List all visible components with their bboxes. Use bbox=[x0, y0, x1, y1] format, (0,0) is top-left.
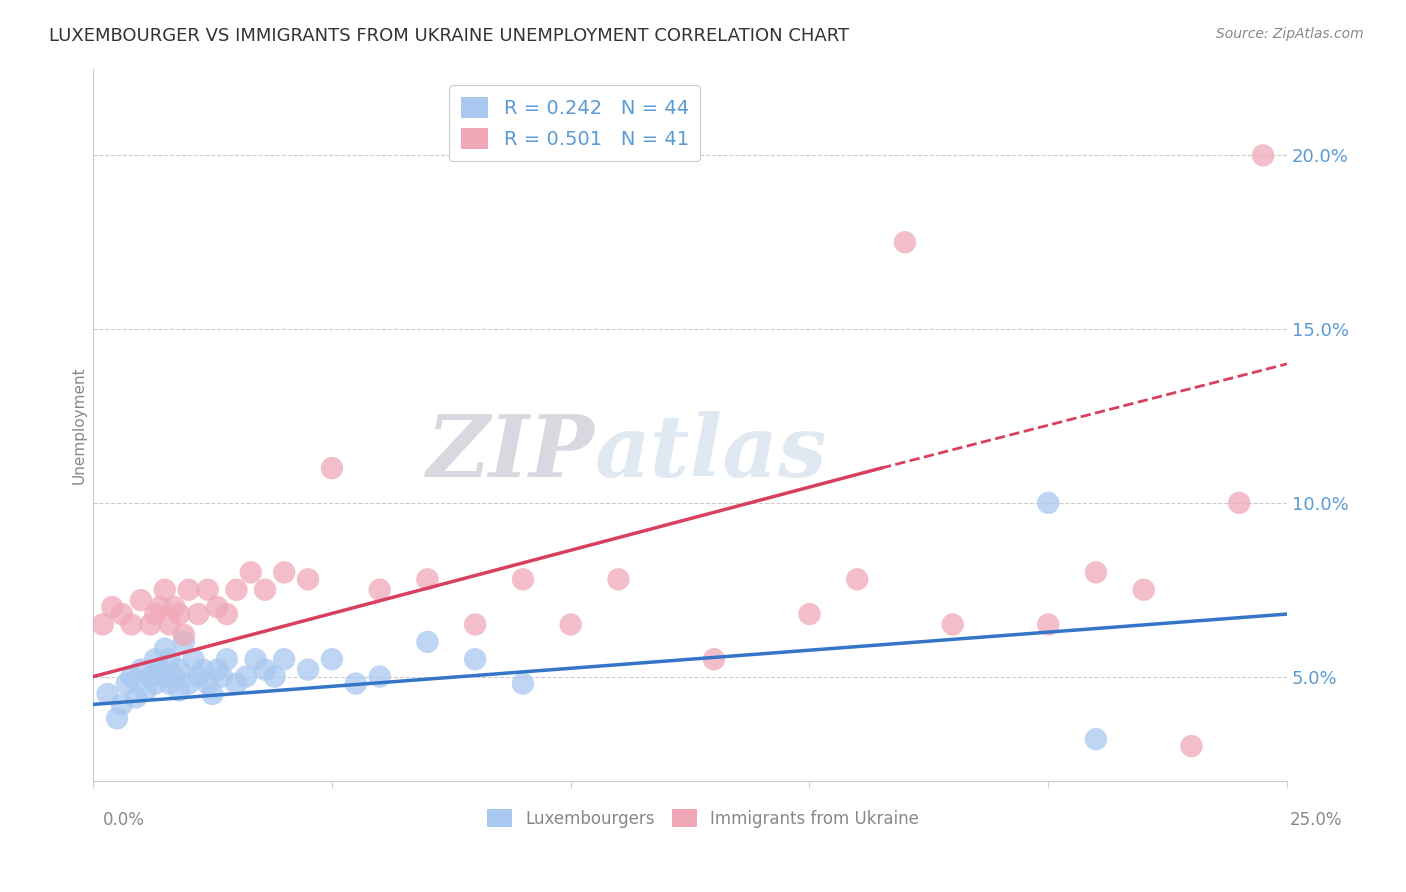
Point bbox=[167, 683, 190, 698]
Point bbox=[512, 676, 534, 690]
Point bbox=[167, 663, 190, 677]
Point bbox=[159, 676, 181, 690]
Point bbox=[143, 607, 166, 621]
Point bbox=[149, 600, 172, 615]
Point bbox=[239, 566, 262, 580]
Point bbox=[894, 235, 917, 250]
Text: 25.0%: 25.0% bbox=[1291, 811, 1343, 829]
Point bbox=[1251, 148, 1274, 162]
Point bbox=[115, 676, 138, 690]
Point bbox=[191, 663, 214, 677]
Point bbox=[607, 572, 630, 586]
Legend: Luxembourgers, Immigrants from Ukraine: Luxembourgers, Immigrants from Ukraine bbox=[481, 803, 925, 835]
Legend: R = 0.242   N = 44, R = 0.501   N = 41: R = 0.242 N = 44, R = 0.501 N = 41 bbox=[449, 86, 700, 161]
Point bbox=[1132, 582, 1154, 597]
Point bbox=[163, 600, 186, 615]
Text: LUXEMBOURGER VS IMMIGRANTS FROM UKRAINE UNEMPLOYMENT CORRELATION CHART: LUXEMBOURGER VS IMMIGRANTS FROM UKRAINE … bbox=[49, 27, 849, 45]
Point bbox=[211, 670, 233, 684]
Point bbox=[1084, 732, 1107, 747]
Point bbox=[297, 572, 319, 586]
Point bbox=[416, 572, 439, 586]
Point bbox=[96, 687, 118, 701]
Point bbox=[159, 617, 181, 632]
Point bbox=[273, 566, 295, 580]
Point bbox=[1084, 566, 1107, 580]
Y-axis label: Unemployment: Unemployment bbox=[72, 366, 86, 483]
Point bbox=[799, 607, 821, 621]
Point bbox=[321, 652, 343, 666]
Point bbox=[111, 698, 134, 712]
Point bbox=[1038, 617, 1060, 632]
Point bbox=[416, 635, 439, 649]
Point bbox=[129, 663, 152, 677]
Text: 0.0%: 0.0% bbox=[103, 811, 145, 829]
Point bbox=[254, 663, 277, 677]
Point bbox=[846, 572, 869, 586]
Point bbox=[143, 652, 166, 666]
Text: ZIP: ZIP bbox=[426, 411, 595, 495]
Point bbox=[187, 607, 209, 621]
Text: atlas: atlas bbox=[595, 411, 827, 495]
Point bbox=[111, 607, 134, 621]
Point bbox=[153, 641, 176, 656]
Point bbox=[101, 600, 124, 615]
Point bbox=[464, 652, 486, 666]
Point bbox=[163, 670, 186, 684]
Point bbox=[183, 652, 205, 666]
Point bbox=[120, 670, 142, 684]
Point bbox=[125, 690, 148, 705]
Point bbox=[321, 461, 343, 475]
Point bbox=[167, 607, 190, 621]
Point bbox=[207, 600, 229, 615]
Point bbox=[159, 652, 181, 666]
Point bbox=[254, 582, 277, 597]
Point bbox=[245, 652, 267, 666]
Point bbox=[368, 670, 391, 684]
Point bbox=[187, 670, 209, 684]
Point bbox=[139, 617, 162, 632]
Point bbox=[942, 617, 965, 632]
Point bbox=[225, 582, 247, 597]
Point bbox=[344, 676, 367, 690]
Point bbox=[273, 652, 295, 666]
Point bbox=[368, 582, 391, 597]
Point bbox=[1227, 496, 1250, 510]
Point bbox=[135, 683, 157, 698]
Point bbox=[1180, 739, 1202, 753]
Point bbox=[197, 676, 219, 690]
Point bbox=[197, 582, 219, 597]
Point bbox=[120, 617, 142, 632]
Point bbox=[560, 617, 582, 632]
Point bbox=[177, 582, 200, 597]
Point bbox=[173, 635, 195, 649]
Point bbox=[207, 663, 229, 677]
Point bbox=[464, 617, 486, 632]
Point bbox=[129, 593, 152, 607]
Point bbox=[201, 687, 224, 701]
Point bbox=[297, 663, 319, 677]
Point bbox=[105, 711, 128, 725]
Text: Source: ZipAtlas.com: Source: ZipAtlas.com bbox=[1216, 27, 1364, 41]
Point bbox=[153, 670, 176, 684]
Point bbox=[512, 572, 534, 586]
Point bbox=[143, 676, 166, 690]
Point bbox=[263, 670, 285, 684]
Point bbox=[225, 676, 247, 690]
Point bbox=[235, 670, 257, 684]
Point bbox=[153, 582, 176, 597]
Point bbox=[1038, 496, 1060, 510]
Point bbox=[703, 652, 725, 666]
Point bbox=[177, 676, 200, 690]
Point bbox=[139, 670, 162, 684]
Point bbox=[91, 617, 114, 632]
Point bbox=[173, 628, 195, 642]
Point bbox=[215, 652, 238, 666]
Point bbox=[149, 663, 172, 677]
Point bbox=[215, 607, 238, 621]
